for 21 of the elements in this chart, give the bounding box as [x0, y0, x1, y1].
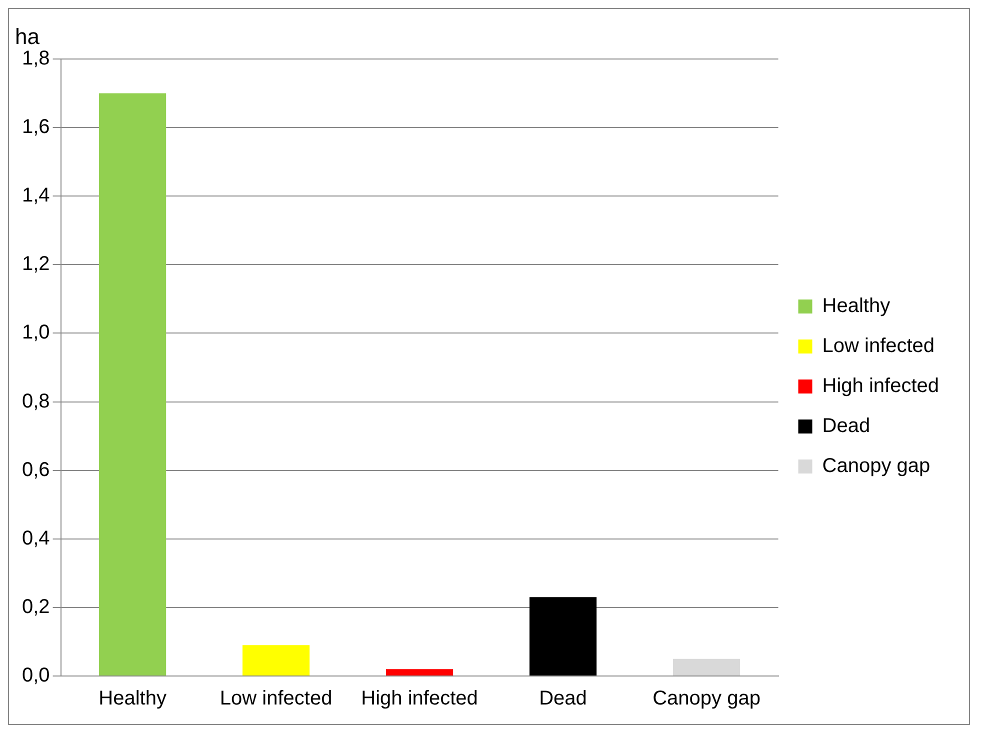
y-tick-label: 0,0 — [22, 664, 50, 687]
x-tick-label: Dead — [539, 688, 587, 710]
x-tick-label: Low infected — [220, 688, 332, 710]
x-tick-label: High infected — [361, 688, 478, 710]
legend-label: Dead — [822, 415, 870, 438]
legend-label: High infected — [822, 375, 940, 398]
y-tick-label: 0,6 — [22, 458, 50, 481]
legend-label: Canopy gap — [822, 455, 930, 478]
x-tick-label: Canopy gap — [652, 688, 760, 710]
x-tick-label: Healthy — [98, 688, 166, 710]
y-tick-label: 0,4 — [22, 527, 50, 550]
y-tick-label: 1,8 — [22, 48, 50, 70]
y-tick-label: 1,0 — [22, 322, 50, 344]
legend-label: Healthy — [822, 295, 890, 318]
y-tick-label: 0,2 — [22, 596, 50, 618]
y-tick-label: 1,6 — [22, 116, 50, 138]
legend-label: Low infected — [822, 335, 935, 358]
y-tick-label: 0,8 — [22, 390, 50, 412]
y-tick-label: 1,4 — [22, 184, 50, 207]
y-tick-label: 1,2 — [22, 253, 50, 276]
y-axis-title: ha — [15, 24, 40, 50]
